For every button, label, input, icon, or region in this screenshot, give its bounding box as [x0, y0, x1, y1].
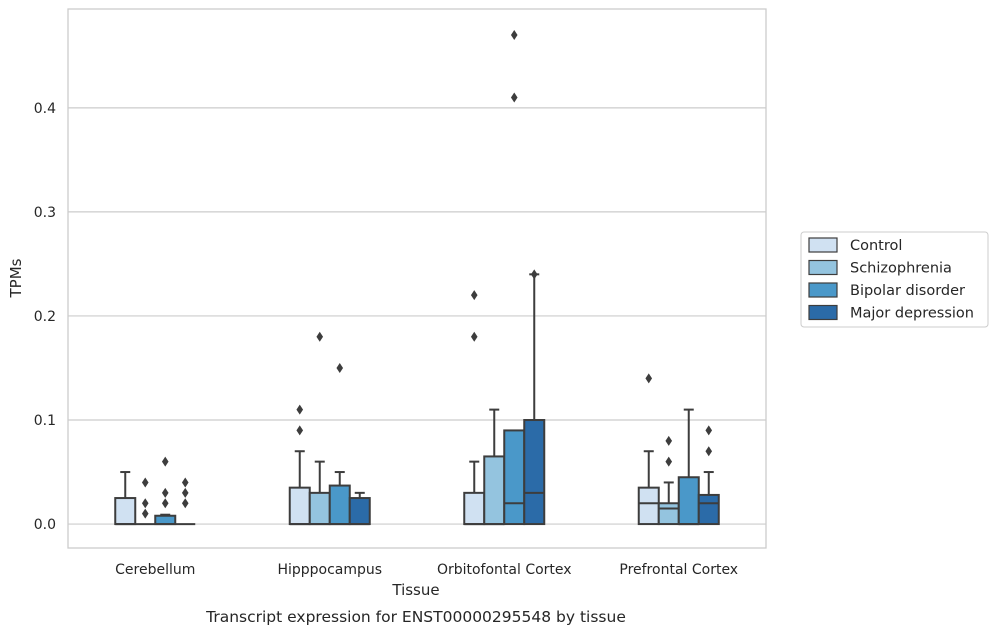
- y-tick-label: 0.3: [34, 205, 56, 221]
- box-group: [114, 471, 137, 526]
- box-group: [288, 404, 311, 526]
- legend-label: Major depression: [850, 306, 974, 322]
- x-tick-label: Orbitofontal Cortex: [437, 562, 572, 578]
- outlier-point: [161, 487, 169, 498]
- outlier-point: [181, 477, 189, 488]
- plot-frame: [67, 8, 767, 549]
- outlier-point: [705, 425, 713, 436]
- box-group: [154, 456, 177, 526]
- outlier-point: [705, 446, 713, 457]
- legend: Control Schizophrenia Bipolar disorder Majo…: [800, 231, 989, 328]
- gridlines: [68, 107, 766, 525]
- x-tick-label: Cerebellum: [115, 562, 195, 578]
- legend-swatch: [808, 282, 838, 298]
- box: [483, 455, 506, 526]
- x-axis-label: Tissue: [391, 581, 439, 599]
- outlier-point: [161, 498, 169, 509]
- box: [697, 493, 720, 526]
- box: [523, 419, 546, 526]
- y-tick-label: 0.0: [34, 517, 56, 533]
- box: [288, 486, 311, 526]
- box: [637, 486, 660, 526]
- box: [154, 514, 177, 526]
- outlier-point: [645, 373, 653, 384]
- x-axis-ticks: Cerebellum Hipppocampus Orbitofontal Corte…: [115, 562, 738, 578]
- y-tick-label: 0.4: [34, 101, 56, 117]
- outlier-point: [161, 456, 169, 467]
- box-group: [328, 362, 351, 526]
- outlier-point: [665, 435, 673, 446]
- box-group: [175, 477, 196, 526]
- y-tick-label: 0.2: [34, 309, 56, 325]
- y-tick-label: 0.1: [34, 413, 56, 429]
- box-group: [677, 408, 700, 526]
- box-group: [637, 373, 660, 526]
- box: [308, 491, 331, 526]
- box-group: [483, 408, 506, 526]
- outlier-point: [316, 331, 324, 342]
- x-tick-label: Hipppocampus: [277, 562, 382, 578]
- legend-swatch: [808, 237, 838, 253]
- box-group: [523, 269, 546, 526]
- plot-area: [114, 30, 720, 526]
- outlier-point: [181, 487, 189, 498]
- outlier-point: [141, 508, 149, 519]
- outlier-point: [470, 290, 478, 301]
- box: [503, 429, 526, 526]
- box: [657, 502, 680, 526]
- legend-swatch: [808, 259, 838, 276]
- box-group: [503, 30, 526, 526]
- box-group: [348, 491, 371, 526]
- outlier-point: [470, 331, 478, 342]
- box-group: [308, 331, 331, 526]
- y-axis-ticks: 0.0 0.1 0.2 0.3 0.4: [34, 101, 56, 533]
- y-axis-label: TPMs: [7, 258, 25, 298]
- outlier-point: [181, 498, 189, 509]
- box-group: [657, 435, 680, 526]
- outlier-point: [141, 477, 149, 488]
- box: [328, 484, 351, 526]
- outlier-point: [296, 404, 304, 415]
- outlier-point: [336, 362, 344, 373]
- outlier-point: [296, 425, 304, 436]
- legend-label: Schizophrenia: [850, 261, 952, 277]
- legend-swatch: [808, 304, 838, 321]
- outlier-point: [510, 30, 518, 41]
- legend-label: Control: [850, 238, 902, 254]
- legend-frame: [800, 231, 989, 328]
- box: [114, 497, 137, 526]
- box-group: [135, 477, 156, 526]
- chart-caption: Transcript expression for ENST0000029554…: [205, 608, 626, 626]
- box: [463, 491, 486, 526]
- box-group: [463, 290, 486, 526]
- outlier-point: [665, 456, 673, 467]
- outlier-point: [141, 498, 149, 509]
- outlier-point: [510, 92, 518, 103]
- x-tick-label: Prefrontal Cortex: [619, 562, 738, 578]
- legend-label: Bipolar disorder: [850, 283, 965, 299]
- box: [677, 476, 700, 526]
- outlier-point: [530, 269, 538, 280]
- box-group: [697, 425, 720, 526]
- box: [348, 497, 371, 526]
